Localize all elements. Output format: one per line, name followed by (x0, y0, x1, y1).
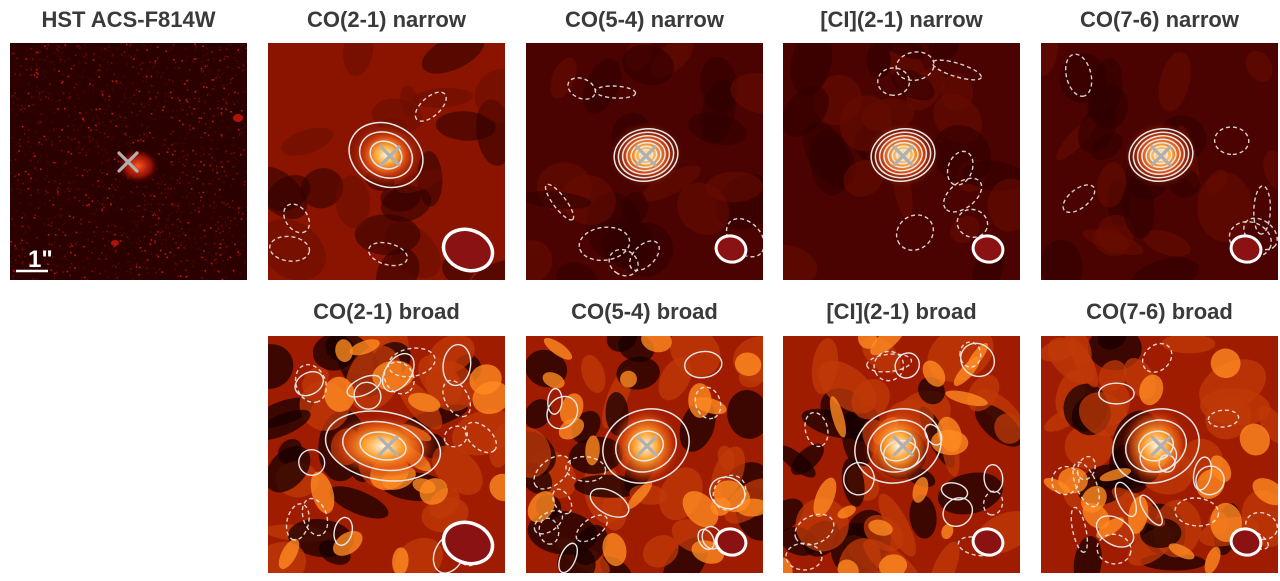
panel-title-co54-narrow: CO(5-4) narrow (565, 7, 724, 32)
panel-co76-broad-map (1041, 336, 1278, 573)
source-position-marker (635, 145, 657, 167)
source-position-marker (892, 435, 914, 457)
beam-ellipse (1229, 234, 1263, 264)
panel-title-co76-narrow: CO(7-6) narrow (1080, 7, 1239, 32)
panel-title-hst: HST ACS-F814W (41, 7, 216, 32)
panel-title-ci21-narrow: [CI](2-1) narrow (820, 7, 983, 32)
source-position-marker (892, 145, 914, 167)
panel-co54-broad-map (526, 336, 763, 573)
beam-ellipse (971, 527, 1005, 557)
source-position-marker (117, 151, 139, 173)
panel-title-co54-broad: CO(5-4) broad (571, 299, 718, 324)
source-position-marker (636, 435, 658, 457)
panel-title-co21-broad: CO(2-1) broad (313, 299, 460, 324)
panel-co54-narrow-map (526, 43, 763, 280)
source-position-marker (1150, 145, 1172, 167)
panel-ci21-broad-map (783, 336, 1020, 573)
source-position-marker (377, 435, 399, 457)
panel-title-co21-narrow: CO(2-1) narrow (307, 7, 466, 32)
panel-hst-image: 1" (10, 43, 247, 280)
panel-co21-broad-map (268, 336, 505, 573)
scale-bar-label: 1" (28, 246, 53, 273)
panel-title-co76-broad: CO(7-6) broad (1086, 299, 1233, 324)
source-position-marker (379, 145, 401, 167)
source-position-marker (1150, 435, 1172, 457)
panel-title-ci21-broad: [CI](2-1) broad (826, 299, 977, 324)
beam-ellipse (441, 227, 495, 273)
scale-bar: 1" (16, 246, 53, 273)
panel-co76-narrow-map (1041, 43, 1278, 280)
panel-ci21-narrow-map (783, 43, 1020, 280)
beam-ellipse (1229, 527, 1263, 557)
beam-ellipse (441, 520, 495, 566)
beam-ellipse (971, 234, 1005, 264)
beam-ellipse (714, 527, 748, 557)
panel-co21-narrow-map (268, 43, 505, 280)
beam-ellipse (714, 234, 748, 264)
